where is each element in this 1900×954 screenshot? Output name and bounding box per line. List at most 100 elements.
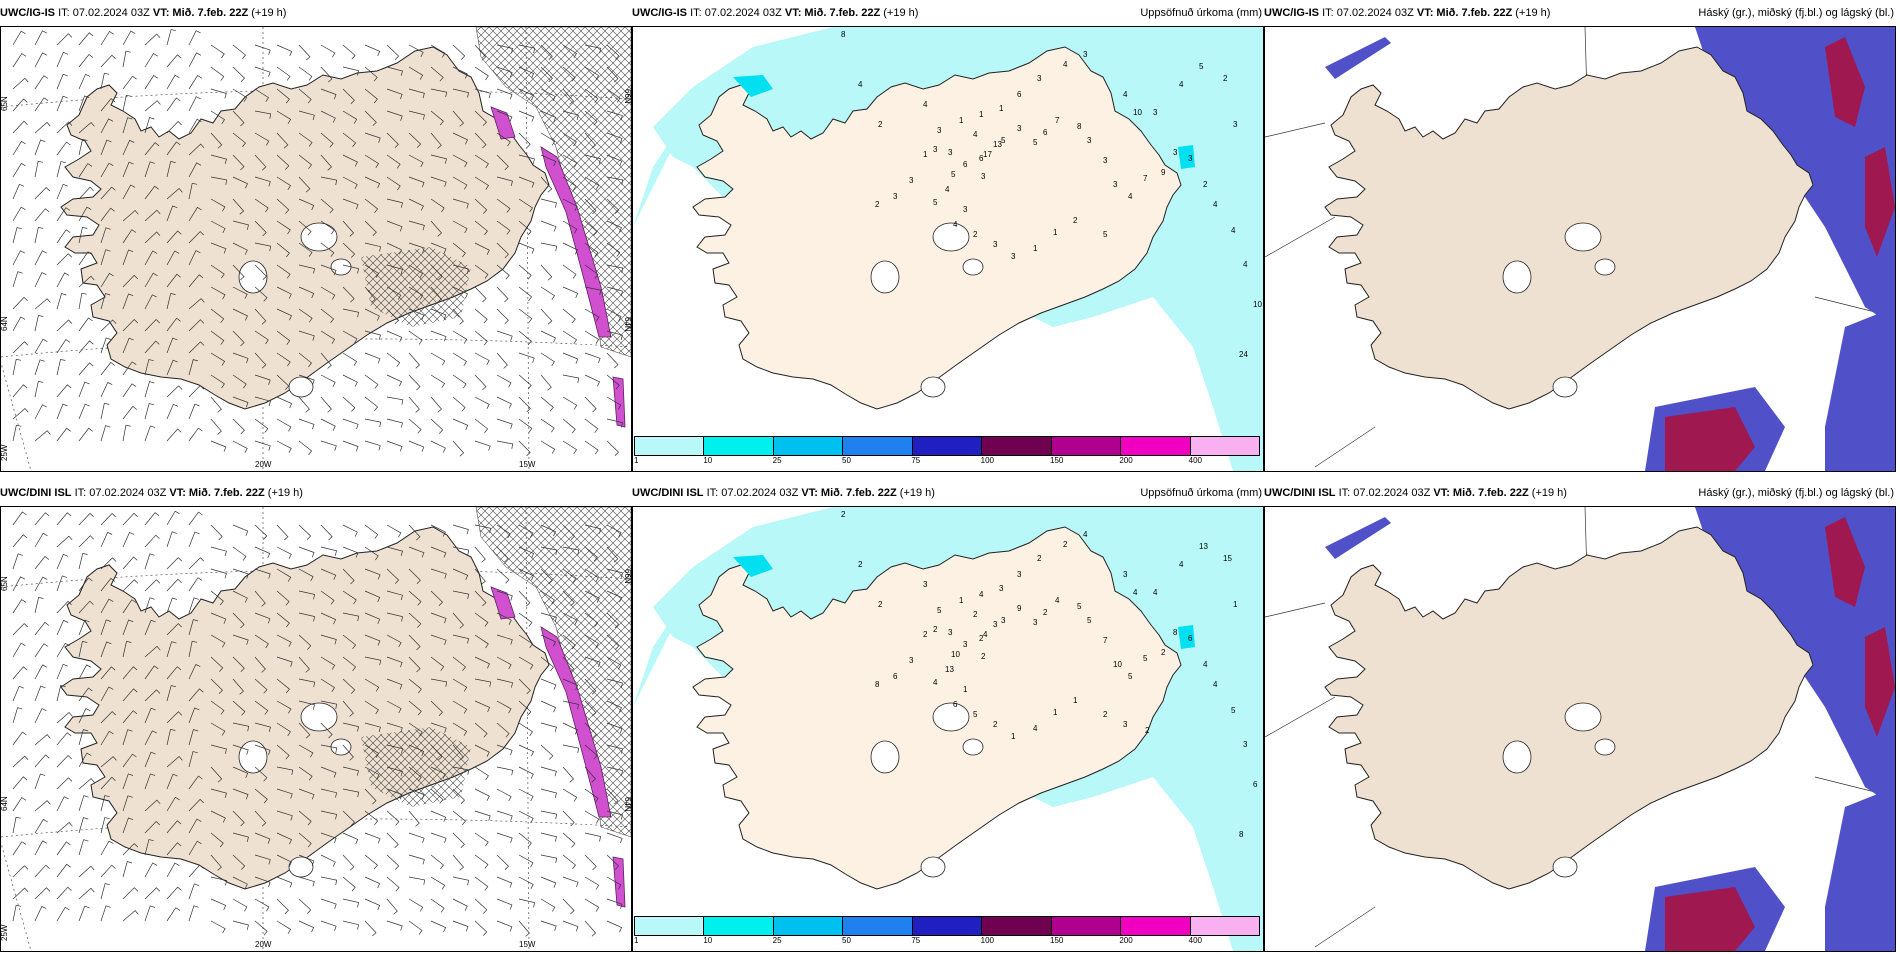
precip-value: 1: [1073, 696, 1078, 705]
precip-value: 4: [1055, 596, 1060, 605]
precip-value: 6: [1253, 780, 1258, 789]
wind-map: 65N 64N 25W 20W 15W 66N 64N: [0, 26, 632, 472]
precip-value: 8: [1239, 830, 1244, 839]
precip-value: 3: [1188, 154, 1193, 163]
glacier-outline: [1552, 376, 1578, 398]
glacier-outline: [920, 856, 946, 878]
colorbar-swatch: [773, 437, 844, 455]
lon-label-15w: 15W: [519, 940, 536, 949]
cloud-map: [1264, 506, 1896, 952]
precip-value: 5: [933, 198, 938, 207]
colorbar-tick-label: 10: [703, 456, 713, 465]
precip-value: 4: [945, 185, 950, 194]
model-name: UWC/IG-IS: [0, 7, 55, 19]
wind-panel-row-1: UWC/IG-IS IT: 07.02.2024 03Z VT: Mið. 7.…: [0, 0, 632, 474]
colorbar-tick-label: 100: [980, 456, 995, 465]
precip-panel-row-1: UWC/IG-IS IT: 07.02.2024 03Z VT: Mið. 7.…: [632, 0, 1264, 474]
precip-value: 3: [1113, 180, 1118, 189]
panel-header: UWC/IG-IS IT: 07.02.2024 03Z VT: Mið. 7.…: [1264, 0, 1896, 26]
precip-value: 2: [1223, 74, 1228, 83]
precip-colorbar: 1 10 25 50 75 100 150 200 400: [632, 916, 1262, 950]
precip-value: 4: [923, 100, 928, 109]
glacier-outline: [962, 738, 984, 756]
precip-value: 4: [1203, 660, 1208, 669]
wind-map-svg: 65N 64N 25W 20W 15W 66N 64N: [1, 507, 631, 951]
precip-value: 1: [959, 596, 964, 605]
high-cloud-area: [1825, 787, 1895, 951]
precip-value: 13: [1199, 542, 1208, 551]
colorbar-swatch: [1190, 917, 1259, 935]
model-name: UWC/IG-IS: [632, 7, 687, 19]
precip-value: 1: [1033, 244, 1038, 253]
precip-value: 1: [963, 685, 968, 694]
lat-label-64n-right: 64N: [623, 797, 631, 812]
cloud-panel-row-2: UWC/DINI ISL IT: 07.02.2024 03Z VT: Mið.…: [1264, 480, 1896, 954]
glacier-outline: [330, 258, 352, 276]
precip-value: 10: [1133, 108, 1142, 117]
init-time: IT: 07.02.2024 03Z: [1338, 487, 1431, 499]
precip-value: 2: [1203, 180, 1208, 189]
colorbar-swatch: [1051, 437, 1122, 455]
glacier-outline: [1502, 260, 1532, 294]
glacier-outline: [1552, 856, 1578, 878]
precip-value: 5: [937, 606, 942, 615]
precip-value: 2: [875, 200, 880, 209]
precip-value: 3: [1103, 156, 1108, 165]
colorbar-swatch: [1190, 437, 1259, 455]
precip-value: 6: [1188, 634, 1193, 643]
precip-value: 3: [1011, 252, 1016, 261]
precip-value: 2: [1063, 540, 1068, 549]
colorbar-tick-label: 1: [634, 936, 639, 945]
precip-value: 10: [1113, 660, 1122, 669]
precip-medium-area: [733, 555, 773, 577]
precip-value: 1: [979, 110, 984, 119]
precip-map: 2 2 2 3 2 3 2 3 4 3 10 13 4 1 2 2 3 9 3 2 4 5 5 7 10 5 5 2 8 6 4 4 5 3 6 8 3…: [632, 506, 1264, 952]
lat-label-66n: 66N: [623, 89, 631, 104]
precip-value: 5: [1103, 230, 1108, 239]
glacier-outline: [932, 222, 970, 252]
precip-value: 3: [1083, 50, 1088, 59]
glacier-outline: [1594, 738, 1616, 756]
precip-value: 4: [1063, 60, 1068, 69]
glacier-outline: [300, 222, 338, 252]
colorbar-tick-label: 10: [703, 936, 713, 945]
precip-value: 3: [1001, 616, 1006, 625]
colorbar-swatch: [1121, 917, 1191, 935]
glacier-outline: [1502, 740, 1532, 774]
precip-value: 6: [963, 160, 968, 169]
precip-value: 2: [933, 625, 938, 634]
colorbar-swatch: [704, 917, 774, 935]
cloud-title: Háský (gr.), miðský (fj.bl.) og lágský (…: [1698, 487, 1894, 499]
panel-header: UWC/DINI ISL IT: 07.02.2024 03Z VT: Mið.…: [1264, 480, 1896, 506]
colorbar-swatch: [843, 917, 913, 935]
colorbar-tick-label: 400: [1188, 936, 1203, 945]
panel-header: UWC/DINI ISL IT: 07.02.2024 03Z VT: Mið.…: [632, 480, 1264, 506]
precip-value: 3: [1123, 720, 1128, 729]
lat-label-64n: 64N: [1, 796, 9, 811]
lat-label-64n-right: 64N: [623, 317, 631, 332]
precip-value: 3: [993, 620, 998, 629]
lead-time: (+19 h): [1515, 7, 1551, 19]
glacier-outline: [920, 376, 946, 398]
colorbar-swatch: [635, 437, 705, 455]
precip-value: 2: [858, 560, 863, 569]
model-name: UWC/DINI ISL: [632, 487, 704, 499]
precip-value: 1: [1011, 732, 1016, 741]
precip-value: 4: [953, 220, 958, 229]
colorbar-tick-label: 200: [1119, 456, 1133, 465]
glacier-outline: [870, 260, 900, 294]
colorbar-swatches: [634, 436, 1260, 456]
heavy-precip-band: [540, 626, 612, 818]
precip-value: 1: [1053, 228, 1058, 237]
glacier-outline: [238, 740, 268, 774]
precip-value: 3: [1173, 148, 1178, 157]
precip-value: 3: [999, 584, 1004, 593]
precip-value: 9: [1161, 168, 1166, 177]
cloud-title: Háský (gr.), miðský (fj.bl.) og lágský (…: [1698, 7, 1894, 19]
low-cloud-area: [1865, 627, 1895, 737]
precip-value: 4: [1128, 192, 1133, 201]
panel-header: UWC/DINI ISL IT: 07.02.2024 03Z VT: Mið.…: [0, 480, 632, 506]
